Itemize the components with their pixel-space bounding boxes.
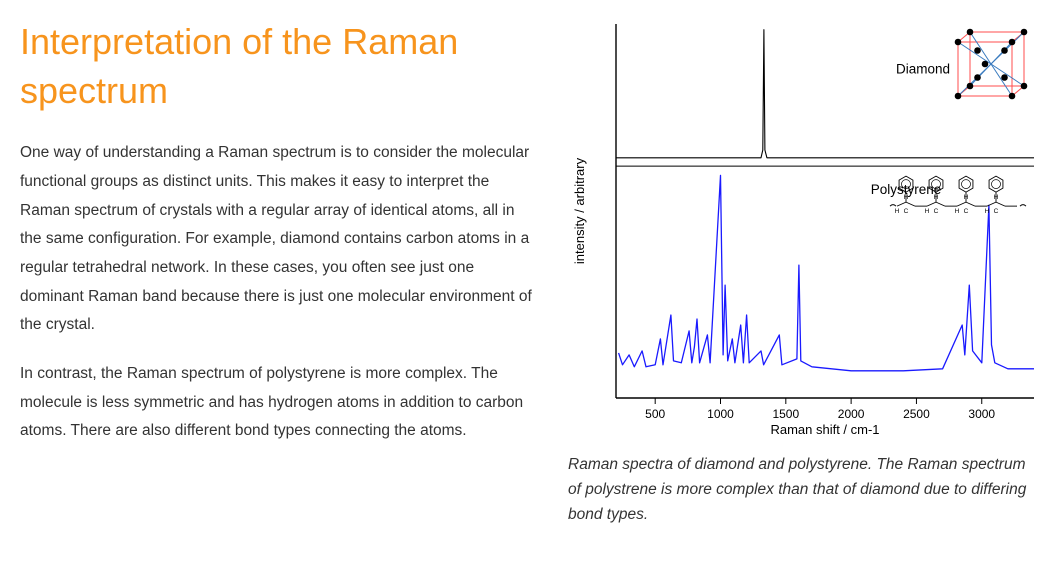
svg-text:C: C bbox=[904, 208, 909, 215]
svg-text:Diamond: Diamond bbox=[896, 62, 950, 77]
svg-text:Raman shift / cm-1: Raman shift / cm-1 bbox=[770, 422, 879, 437]
svg-text:1500: 1500 bbox=[772, 407, 799, 421]
svg-text:H: H bbox=[904, 194, 909, 201]
svg-text:3000: 3000 bbox=[968, 407, 995, 421]
figure: 500 1000 1500 2000 2500 3000 Raman shift / cm-… bbox=[568, 18, 1038, 527]
figure-column: 500 1000 1500 2000 2500 3000 Raman shift / cm-… bbox=[568, 18, 1038, 571]
raman-spectra-chart: 500 1000 1500 2000 2500 3000 Raman shift / cm-… bbox=[568, 18, 1038, 438]
page-title: Interpretation of the Raman spectrum bbox=[20, 18, 540, 115]
svg-text:C: C bbox=[994, 208, 999, 215]
svg-text:H: H bbox=[985, 208, 990, 215]
svg-text:1000: 1000 bbox=[707, 407, 734, 421]
figure-caption: Raman spectra of diamond and polystyrene… bbox=[568, 453, 1038, 527]
page: Interpretation of the Raman spectrum One… bbox=[0, 0, 1044, 581]
svg-text:C: C bbox=[964, 208, 969, 215]
svg-text:H: H bbox=[895, 208, 900, 215]
svg-text:H: H bbox=[934, 194, 939, 201]
svg-text:500: 500 bbox=[645, 407, 665, 421]
svg-text:H: H bbox=[994, 194, 999, 201]
text-column: Interpretation of the Raman spectrum One… bbox=[20, 18, 540, 571]
svg-text:H: H bbox=[964, 194, 969, 201]
paragraph-1: One way of understanding a Raman spectru… bbox=[20, 139, 540, 340]
svg-text:C: C bbox=[934, 208, 939, 215]
svg-text:H: H bbox=[925, 208, 930, 215]
svg-text:2500: 2500 bbox=[903, 407, 930, 421]
paragraph-2: In contrast, the Raman spectrum of polys… bbox=[20, 360, 540, 446]
svg-text:intensity / arbitrary: intensity / arbitrary bbox=[572, 157, 587, 264]
svg-text:2000: 2000 bbox=[838, 407, 865, 421]
svg-text:H: H bbox=[955, 208, 960, 215]
